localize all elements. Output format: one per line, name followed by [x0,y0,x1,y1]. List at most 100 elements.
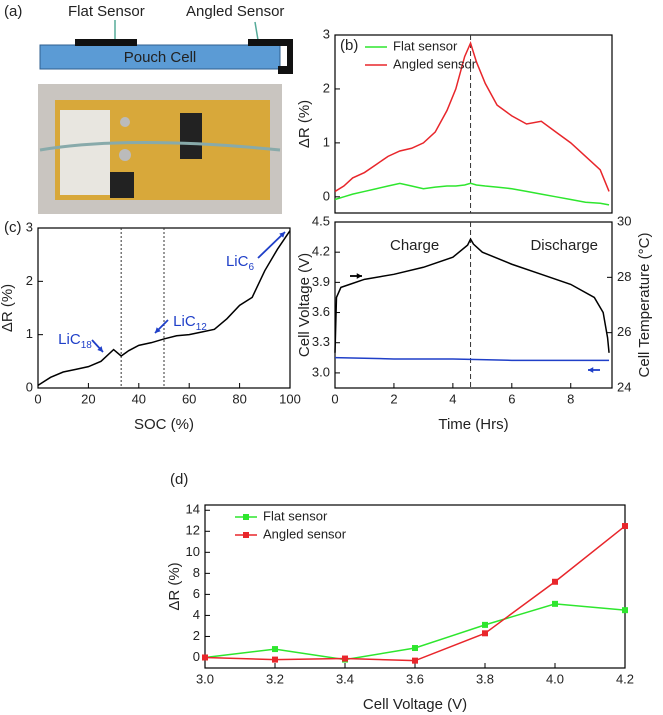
y2-axis-label: Cell Temperature (°C) [636,233,653,378]
annotation: LiC12 [173,313,207,333]
annotation-sub: 12 [196,322,208,333]
x-tick-label: 2 [390,391,397,406]
y-axis-label: Cell Voltage (V) [296,253,313,357]
legend-label: Flat sensor [393,38,458,53]
y2-tick-label: 26 [617,324,631,339]
flat-sensor [75,39,137,46]
photo-sensor [180,113,202,159]
annotation-text: LiC [58,331,81,348]
y-tick-label: 8 [193,565,200,580]
y-tick-label: 3.3 [312,334,330,349]
y-tick-label: 3 [26,219,33,234]
x-tick-label: 0 [331,391,338,406]
photo-wire [39,141,281,152]
x-tick-label: 20 [81,391,95,406]
panel-label: (a) [4,3,22,20]
annotation: Discharge [530,237,598,254]
y-tick-label: 0 [323,188,330,203]
legend-marker [243,532,249,538]
series-line [334,40,610,193]
y-tick-label: 3.6 [312,304,330,319]
annotation-text: LiC [226,253,249,270]
annotation-sub: 18 [81,340,93,351]
pouch-cell [39,44,281,70]
legend-label: Flat sensor [263,508,328,523]
annotation-text: LiC [173,313,196,330]
x-tick-label: 0 [34,391,41,406]
series-line [204,603,626,661]
legend-label: Angled sensor [263,526,347,541]
y-tick-label: 4.2 [312,244,330,259]
y-tick-label: 10 [186,544,200,559]
plot-frame [334,34,613,214]
x-tick-label: 60 [182,391,196,406]
marker [272,646,278,653]
marker [412,657,418,664]
photo-sensor [110,172,134,198]
legend-label: Angled sensor [393,56,477,71]
arrow [257,231,286,259]
annotation-text: Charge [390,237,439,254]
panel-label: (d) [170,471,188,488]
x-tick-label: 3.0 [196,671,214,686]
x-tick-label: 3.2 [266,671,284,686]
series-line [37,230,291,386]
y-tick-label: 2 [26,273,33,288]
y-tick-label: 14 [186,502,200,517]
y-tick-label: 3 [323,26,330,41]
x-tick-label: 6 [508,391,515,406]
y-tick-label: 4 [193,607,200,622]
marker [482,621,488,628]
arrow-head [588,367,594,373]
x-tick-label: 100 [279,391,301,406]
marker [622,523,628,530]
x-tick-label: 4.0 [546,671,564,686]
pointer [254,21,259,41]
x-tick-label: 80 [232,391,246,406]
x-tick-label: 3.4 [336,671,354,686]
x-axis-label: SOC (%) [134,416,194,433]
annotation-text: Discharge [530,237,598,254]
series-line [334,356,610,362]
x-tick-label: 3.6 [406,671,424,686]
y-tick-label: 4.5 [312,213,330,228]
marker [342,655,348,662]
marker [622,607,628,614]
y-tick-label: 6 [193,586,200,601]
y-axis-label: ΔR (%) [0,284,16,332]
x-tick-label: 40 [132,391,146,406]
y-tick-label: 0 [26,379,33,394]
marker [272,656,278,663]
x-axis-label: Cell Voltage (V) [363,696,467,713]
x-tick-label: 4 [449,391,456,406]
y2-tick-label: 24 [617,379,631,394]
arrow-head [356,273,362,279]
annotation: LiC18 [58,331,92,351]
y-tick-label: 0 [193,649,200,664]
y-tick-label: 1 [323,134,330,149]
x-tick-label: 4.2 [616,671,634,686]
y-tick-label: 2 [323,80,330,95]
photo-clip [119,149,131,161]
cell-label: Pouch Cell [124,49,197,66]
series-line [204,525,626,662]
y-tick-label: 3.0 [312,364,330,379]
y-axis-label: ΔR (%) [296,100,313,148]
marker [552,600,558,607]
arrow-head [279,232,285,238]
marker [412,645,418,652]
marker [482,630,488,637]
plot-frame [334,221,613,389]
marker [552,578,558,585]
y-tick-label: 3.9 [312,274,330,289]
x-tick-label: 8 [567,391,574,406]
angled-sensor [248,39,293,74]
arrow-head [155,327,161,333]
y-tick-label: 12 [186,523,200,538]
panel-label: (b) [340,37,358,54]
y2-tick-label: 30 [617,213,631,228]
panel-label: (c) [4,219,22,236]
x-tick-label: 3.8 [476,671,494,686]
annotation-sub: 6 [248,262,254,273]
y-tick-label: 2 [193,628,200,643]
